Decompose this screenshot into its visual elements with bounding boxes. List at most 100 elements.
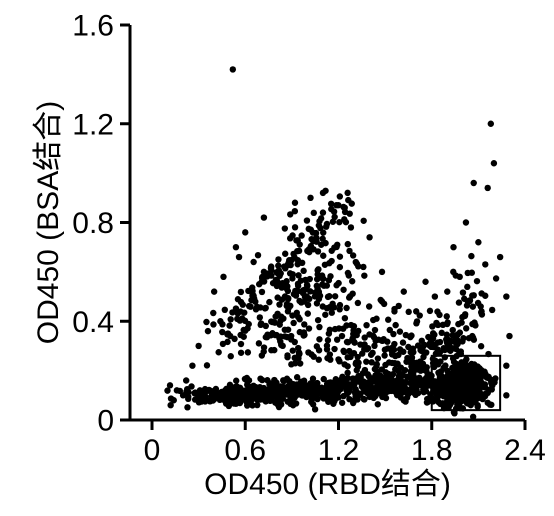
scatter-point (351, 398, 357, 404)
scatter-point (294, 261, 300, 267)
scatter-point (261, 269, 267, 275)
scatter-point (482, 261, 488, 267)
scatter-point (314, 267, 320, 273)
scatter-point (372, 372, 378, 378)
scatter-point (337, 193, 343, 199)
scatter-point (322, 312, 328, 318)
scatter-point (242, 318, 248, 324)
scatter-point (444, 340, 450, 346)
chart-svg: 00.61.21.82.4 00.40.81.21.6 OD450 (RBD结合… (0, 0, 554, 516)
scatter-point (422, 279, 428, 285)
scatter-point (235, 310, 241, 316)
scatter-point (284, 352, 290, 358)
scatter-point (464, 284, 470, 290)
scatter-point (385, 375, 391, 381)
scatter-point (379, 269, 385, 275)
scatter-point (287, 262, 293, 268)
scatter-point (390, 331, 396, 337)
scatter-point (344, 190, 350, 196)
scatter-point (224, 339, 230, 345)
scatter-point (233, 378, 239, 384)
scatter-point (275, 396, 281, 402)
scatter-point (342, 315, 348, 321)
scatter-point (438, 368, 444, 374)
scatter-point (327, 273, 333, 279)
scatter-point (410, 370, 416, 376)
scatter-point (413, 308, 419, 314)
scatter-point (292, 288, 298, 294)
scatter-point (268, 347, 274, 353)
scatter-point (267, 389, 273, 395)
scatter-point (340, 287, 346, 293)
scatter-point (316, 336, 322, 342)
scatter-point (314, 300, 320, 306)
scatter-point (242, 391, 248, 397)
scatter-point (397, 328, 403, 334)
scatter-point (262, 305, 268, 311)
scatter-point (304, 217, 310, 223)
scatter-point (257, 314, 263, 320)
scatter-point (242, 229, 248, 235)
scatter-point (426, 341, 432, 347)
scatter-point (329, 301, 335, 307)
scatter-point (237, 332, 243, 338)
scatter-point (305, 310, 311, 316)
scatter-point (245, 288, 251, 294)
scatter-point (334, 242, 340, 248)
scatter-point (290, 320, 296, 326)
scatter-point (385, 317, 391, 323)
scatter-point (339, 400, 345, 406)
scatter-point (468, 253, 474, 259)
scatter-point (350, 376, 356, 382)
scatter-point (403, 332, 409, 338)
scatter-point (219, 395, 225, 401)
scatter-point (292, 388, 298, 394)
x-tick-label: 0 (144, 434, 161, 467)
scatter-point (314, 343, 320, 349)
scatter-point (227, 316, 233, 322)
scatter-point (437, 375, 443, 381)
scatter-point (455, 401, 461, 407)
scatter-point (272, 313, 278, 319)
scatter-point (503, 362, 509, 368)
scatter-point (475, 300, 481, 306)
scatter-point (321, 395, 327, 401)
scatter-point (431, 332, 437, 338)
scatter-point (458, 359, 464, 365)
scatter-point (450, 244, 456, 250)
scatter-point (432, 358, 438, 364)
scatter-point (439, 330, 445, 336)
scatter-point (423, 375, 429, 381)
scatter-point (296, 349, 302, 355)
scatter-point (450, 375, 456, 381)
scatter-point (402, 381, 408, 387)
scatter-point (389, 351, 395, 357)
scatter-point (320, 253, 326, 259)
scatter-point (286, 378, 292, 384)
scatter-point (282, 251, 288, 257)
scatter-point (316, 324, 322, 330)
scatter-point (347, 293, 353, 299)
scatter-point (294, 374, 300, 380)
scatter-point (389, 383, 395, 389)
scatter-point (219, 329, 225, 335)
scatter-point (459, 338, 465, 344)
scatter-point (242, 376, 248, 382)
scatter-point (400, 349, 406, 355)
scatter-point (474, 404, 480, 410)
scatter-point (259, 289, 265, 295)
scatter-point (397, 373, 403, 379)
scatter-point (488, 402, 494, 408)
scatter-point (408, 360, 414, 366)
scatter-point (325, 337, 331, 343)
scatter-point (238, 341, 244, 347)
scatter-point (424, 399, 430, 405)
scatter-point (292, 339, 298, 345)
scatter-point (360, 264, 366, 270)
scatter-point (238, 350, 244, 356)
y-tick-label: 1.2 (72, 108, 114, 141)
scatter-point (290, 347, 296, 353)
scatter-point (276, 273, 282, 279)
scatter-point (460, 396, 466, 402)
scatter-point (335, 202, 341, 208)
